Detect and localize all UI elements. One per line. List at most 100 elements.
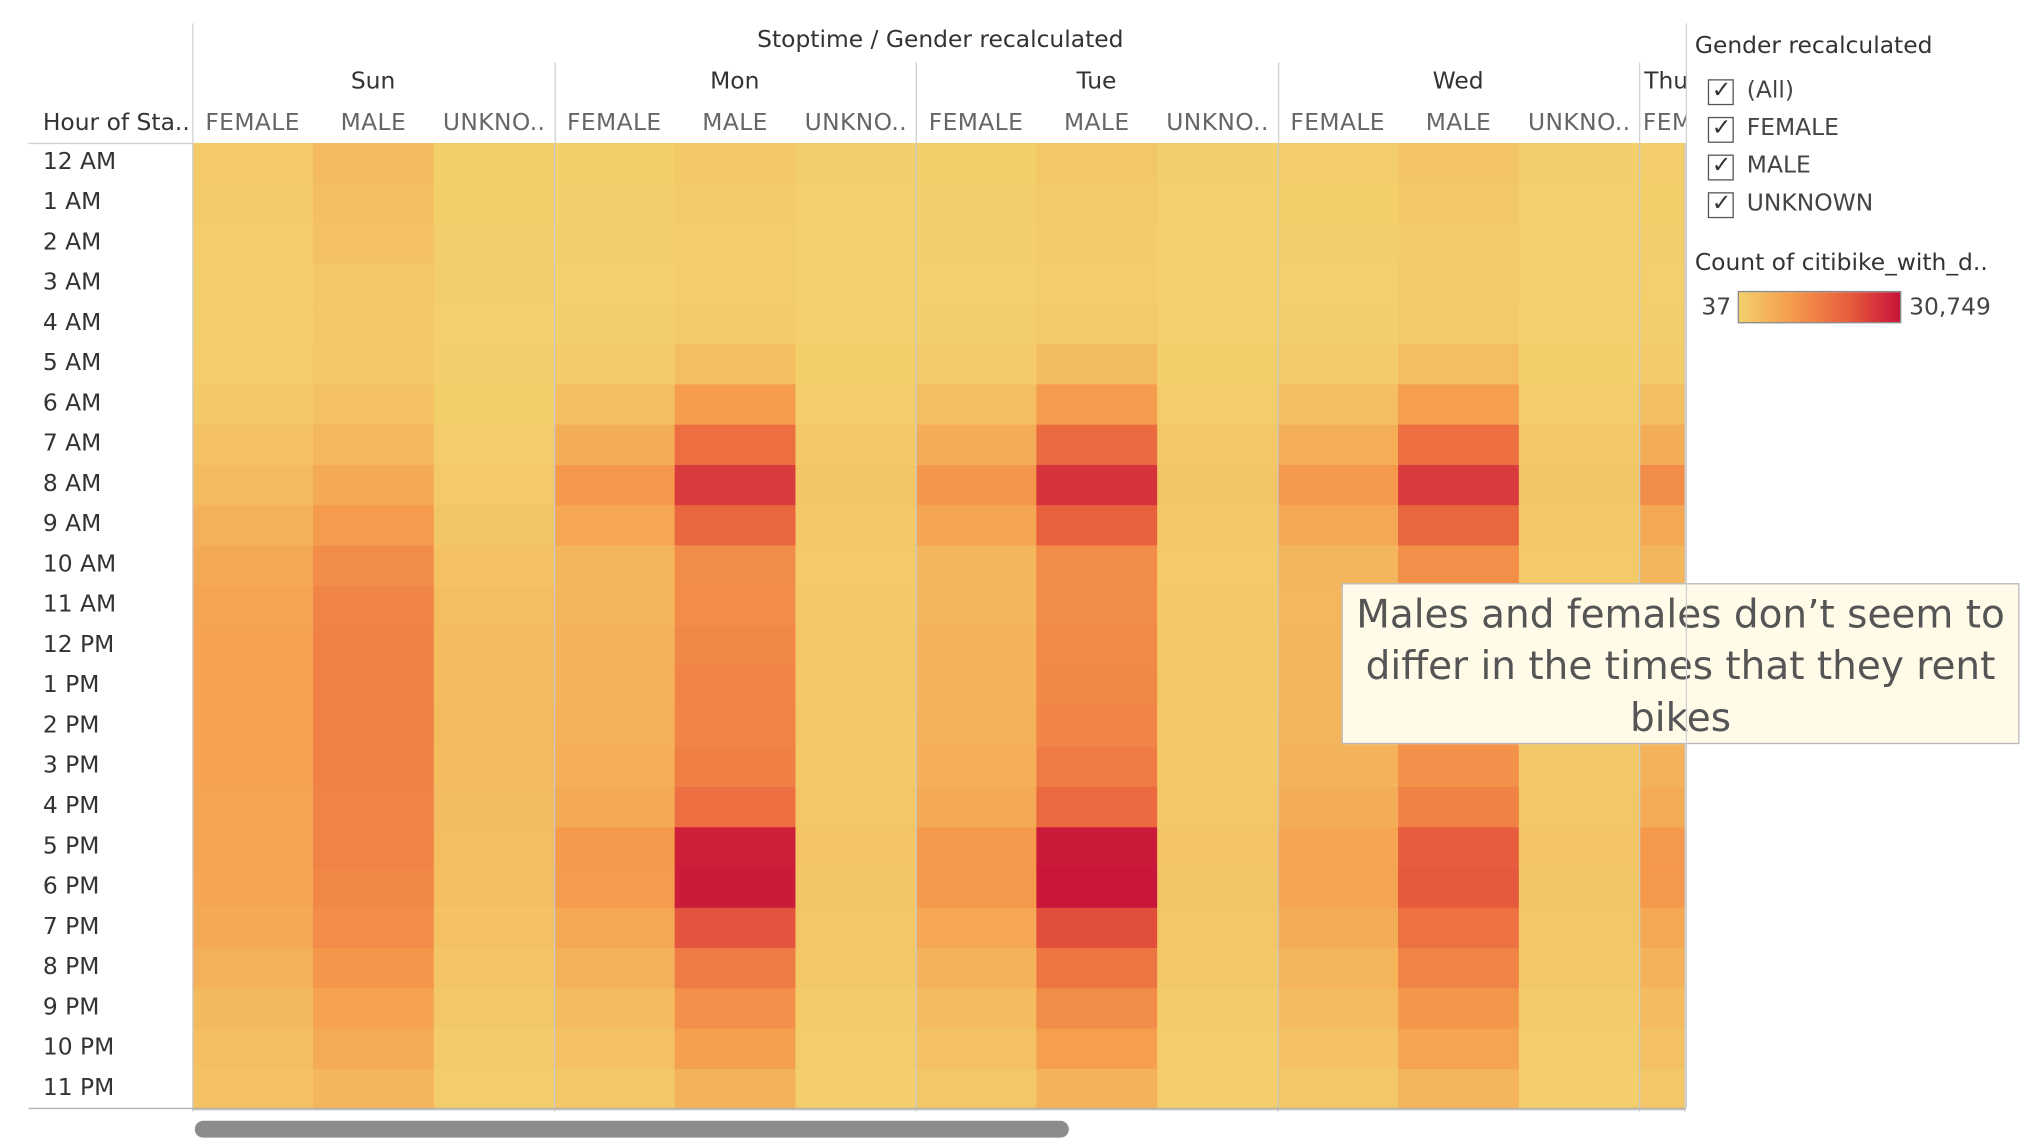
- heatmap-cell[interactable]: [192, 1068, 314, 1110]
- heatmap-cell[interactable]: [1277, 183, 1399, 225]
- heatmap-cell[interactable]: [1036, 424, 1158, 466]
- heatmap-cell[interactable]: [553, 464, 676, 506]
- heatmap-cell[interactable]: [674, 787, 797, 828]
- heatmap-cell[interactable]: [674, 424, 797, 466]
- heatmap-cell[interactable]: [1277, 948, 1399, 989]
- heatmap-cell[interactable]: [312, 988, 435, 1030]
- heatmap-cell[interactable]: [795, 1068, 917, 1110]
- heatmap-cell[interactable]: [1638, 384, 1686, 426]
- heatmap-cell[interactable]: [192, 505, 314, 547]
- heatmap-cell[interactable]: [795, 827, 917, 869]
- heatmap-cell[interactable]: [1638, 142, 1686, 184]
- heatmap-cell[interactable]: [433, 585, 555, 627]
- heatmap-cell[interactable]: [1157, 625, 1278, 667]
- heatmap-cell[interactable]: [1638, 424, 1686, 466]
- heatmap-cell[interactable]: [1518, 907, 1640, 949]
- heatmap-cell[interactable]: [553, 263, 676, 305]
- heatmap-cell[interactable]: [1036, 384, 1158, 426]
- heatmap-cell[interactable]: [795, 787, 917, 828]
- heatmap-cell[interactable]: [1277, 867, 1399, 909]
- heatmap-cell[interactable]: [433, 384, 555, 426]
- heatmap-cell[interactable]: [1398, 183, 1520, 225]
- heatmap-cell[interactable]: [674, 666, 797, 708]
- heatmap-cell[interactable]: [553, 585, 676, 627]
- heatmap-cell[interactable]: [1398, 988, 1520, 1030]
- heatmap-cell[interactable]: [674, 183, 797, 225]
- heatmap-cell[interactable]: [1157, 1028, 1278, 1070]
- heatmap-cell[interactable]: [192, 827, 314, 869]
- heatmap-cell[interactable]: [1638, 303, 1686, 345]
- heatmap-cell[interactable]: [1036, 787, 1158, 828]
- heatmap-cell[interactable]: [1157, 988, 1278, 1030]
- heatmap-cell[interactable]: [1036, 183, 1158, 225]
- heatmap-cell[interactable]: [553, 142, 676, 184]
- heatmap-cell[interactable]: [1277, 988, 1399, 1030]
- heatmap-cell[interactable]: [915, 505, 1038, 547]
- heatmap-cell[interactable]: [1398, 787, 1520, 828]
- heatmap-cell[interactable]: [553, 303, 676, 345]
- heatmap-cell[interactable]: [1277, 384, 1399, 426]
- heatmap-cell[interactable]: [1036, 585, 1158, 627]
- heatmap-cell[interactable]: [1398, 384, 1520, 426]
- heatmap-cell[interactable]: [1157, 384, 1278, 426]
- heatmap-cell[interactable]: [1036, 827, 1158, 869]
- heatmap-cell[interactable]: [915, 263, 1038, 305]
- heatmap-cell[interactable]: [1036, 867, 1158, 909]
- heatmap-cell[interactable]: [553, 1028, 676, 1070]
- heatmap-cell[interactable]: [553, 948, 676, 989]
- heatmap-cell[interactable]: [1398, 948, 1520, 989]
- heatmap-cell[interactable]: [1398, 344, 1520, 386]
- heatmap-cell[interactable]: [795, 666, 917, 708]
- heatmap-cell[interactable]: [915, 625, 1038, 667]
- heatmap-cell[interactable]: [795, 746, 917, 788]
- heatmap-cell[interactable]: [192, 183, 314, 225]
- heatmap-cell[interactable]: [915, 948, 1038, 989]
- heatmap-cell[interactable]: [1157, 263, 1278, 305]
- heatmap-cell[interactable]: [1398, 867, 1520, 909]
- heatmap-cell[interactable]: [192, 787, 314, 828]
- heatmap-cell[interactable]: [1638, 948, 1686, 989]
- heatmap-cell[interactable]: [1638, 1068, 1686, 1110]
- heatmap-cell[interactable]: [795, 142, 917, 184]
- heatmap-cell[interactable]: [915, 907, 1038, 949]
- heatmap-cell[interactable]: [1398, 464, 1520, 506]
- scrollbar-thumb[interactable]: [194, 1120, 1069, 1138]
- heatmap-cell[interactable]: [192, 263, 314, 305]
- heatmap-cell[interactable]: [1157, 183, 1278, 225]
- checkbox-unknown-label[interactable]: UNKNOWN: [1746, 189, 1874, 217]
- annotation-box[interactable]: Males and females don’t seem to differ i…: [1341, 583, 2020, 745]
- heatmap-cell[interactable]: [915, 787, 1038, 828]
- heatmap-cell[interactable]: [915, 424, 1038, 466]
- heatmap-cell[interactable]: [1518, 223, 1640, 265]
- heatmap-cell[interactable]: [674, 142, 797, 184]
- checkbox-female-label[interactable]: FEMALE: [1746, 114, 1839, 142]
- heatmap-cell[interactable]: [795, 344, 917, 386]
- heatmap-cell[interactable]: [915, 585, 1038, 627]
- heatmap-cell[interactable]: [795, 505, 917, 547]
- heatmap-cell[interactable]: [192, 223, 314, 265]
- heatmap-cell[interactable]: [1518, 867, 1640, 909]
- heatmap-cell[interactable]: [915, 344, 1038, 386]
- heatmap-cell[interactable]: [1157, 746, 1278, 788]
- heatmap-cell[interactable]: [915, 183, 1038, 225]
- heatmap-cell[interactable]: [553, 545, 676, 587]
- heatmap-cell[interactable]: [674, 545, 797, 587]
- heatmap-cell[interactable]: [553, 827, 676, 869]
- heatmap-cell[interactable]: [1036, 907, 1158, 949]
- heatmap-cell[interactable]: [1398, 545, 1520, 587]
- heatmap-cell[interactable]: [1036, 223, 1158, 265]
- heatmap-cell[interactable]: [1157, 344, 1278, 386]
- heatmap-cell[interactable]: [1638, 263, 1686, 305]
- heatmap-cell[interactable]: [1036, 948, 1158, 989]
- heatmap-cell[interactable]: [915, 223, 1038, 265]
- heatmap-cell[interactable]: [433, 303, 555, 345]
- heatmap-cell[interactable]: [312, 625, 435, 667]
- heatmap-cell[interactable]: [433, 746, 555, 788]
- heatmap-cell[interactable]: [433, 867, 555, 909]
- heatmap-cell[interactable]: [1036, 666, 1158, 708]
- heatmap-cell[interactable]: [553, 223, 676, 265]
- heatmap-cell[interactable]: [192, 424, 314, 466]
- heatmap-cell[interactable]: [674, 384, 797, 426]
- heatmap-cell[interactable]: [674, 706, 797, 748]
- heatmap-cell[interactable]: [1638, 545, 1686, 587]
